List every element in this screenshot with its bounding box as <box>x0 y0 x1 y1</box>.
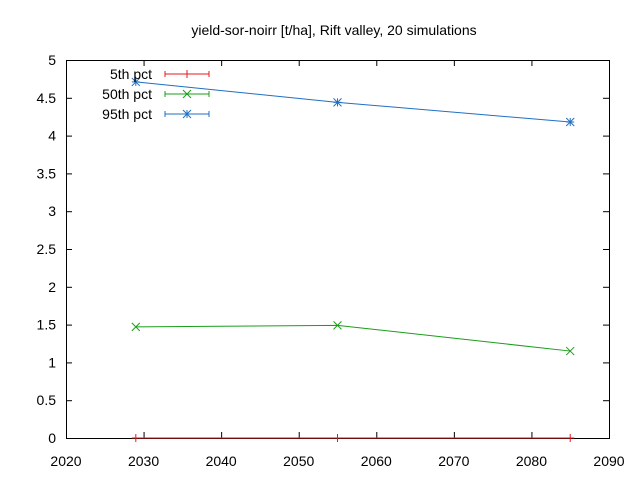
y-tick-label: 2 <box>48 279 56 295</box>
legend-label: 95th pct <box>102 106 152 122</box>
data-point <box>333 321 342 330</box>
y-tick-label: 3.5 <box>37 165 57 181</box>
data-point <box>131 434 140 442</box>
y-tick-label: 4.5 <box>37 90 57 106</box>
x-tick-label: 2090 <box>593 453 624 469</box>
x-tick-label: 2020 <box>50 453 81 469</box>
legend-label: 5th pct <box>110 66 152 82</box>
data-point <box>131 77 141 87</box>
x-tick-label: 2040 <box>206 453 237 469</box>
legend-marker <box>182 109 192 119</box>
legend: 5th pct 50th pct 95th pct <box>102 66 210 122</box>
data-point <box>565 346 575 356</box>
y-tick-label: 3 <box>48 203 56 219</box>
legend-marker <box>182 89 192 99</box>
axes: 0 0.5 1 1.5 2 2.5 3 3.5 4 4.5 5 2020 2030 2040 2050 206… <box>37 52 625 469</box>
legend-marker <box>183 70 191 78</box>
y-tick-label: 4 <box>48 128 56 144</box>
x-tick-label: 2030 <box>128 453 159 469</box>
y-tick-label: 0 <box>48 430 56 446</box>
x-tick-label: 2050 <box>283 453 314 469</box>
y-tick-label: 1 <box>48 354 56 370</box>
x-tick-label: 2060 <box>361 453 392 469</box>
data-point <box>131 322 141 332</box>
series-layer <box>131 77 575 442</box>
data-point <box>565 117 575 127</box>
data-point <box>333 97 342 107</box>
series-line-2 <box>135 81 571 123</box>
x-tick-label: 2080 <box>516 453 547 469</box>
y-tick-label: 2.5 <box>37 241 57 257</box>
chart-title: yield-sor-noirr [t/ha], Rift valley, 20 … <box>191 22 476 38</box>
y-tick-label: 5 <box>48 52 56 68</box>
x-tick-label: 2070 <box>438 453 469 469</box>
series-line-1 <box>135 324 571 352</box>
y-tick-label: 1.5 <box>37 317 57 333</box>
data-point <box>333 434 342 442</box>
y-tick-label: 0.5 <box>37 392 57 408</box>
data-point <box>566 434 575 442</box>
legend-label: 50th pct <box>102 86 152 102</box>
